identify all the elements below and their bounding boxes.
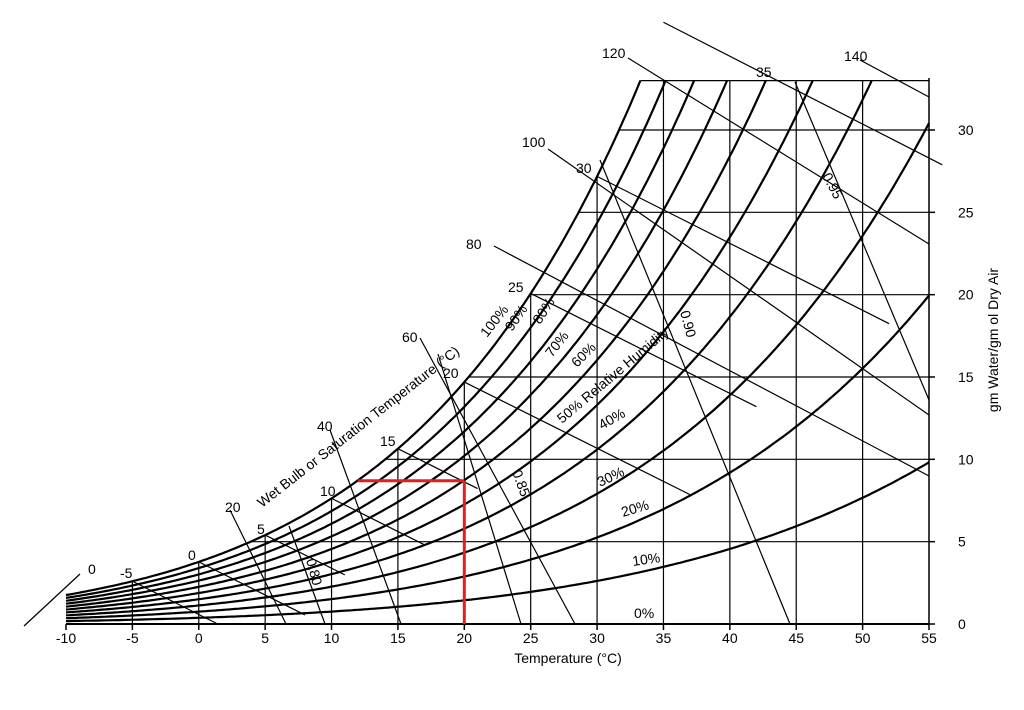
enthalpy-line — [493, 245, 930, 477]
x-tick-label: 10 — [324, 630, 340, 646]
rh-curve-90 — [65, 80, 667, 599]
specific-volume-line — [437, 353, 522, 625]
y-tick-label: 15 — [958, 369, 974, 385]
enthalpy-label: 0 — [88, 561, 96, 577]
wet-bulb-label: 20 — [443, 365, 459, 381]
wet-bulb-line — [530, 292, 757, 408]
rh-curve-10 — [66, 461, 930, 623]
wet-bulb-line — [464, 381, 691, 496]
x-tick-label: 15 — [390, 630, 406, 646]
rh-curve-50 — [65, 80, 814, 611]
enthalpy-label: 20 — [225, 499, 241, 515]
specific-volume-line — [288, 525, 326, 625]
relative-humidity-curves — [65, 80, 930, 623]
specific-volume-label: 0.85 — [509, 468, 533, 499]
chart-frame — [65, 78, 935, 630]
x-tick-label: 35 — [656, 630, 672, 646]
rh-label-10: 10% — [631, 549, 661, 569]
diagonal-lines — [23, 21, 943, 627]
specific-volume-line — [599, 159, 791, 625]
enthalpy-line — [627, 57, 930, 245]
x-tick-label: 50 — [855, 630, 871, 646]
rh-curve-60 — [65, 80, 767, 608]
enthalpy-label: 40 — [317, 418, 333, 434]
wet-bulb-label: 5 — [257, 521, 265, 537]
y-tick-label: 25 — [958, 204, 974, 220]
y-tick-label: 20 — [958, 287, 974, 303]
wet-bulb-label: 15 — [380, 433, 396, 449]
x-tick-label: 45 — [788, 630, 804, 646]
wet-bulb-line — [596, 175, 890, 325]
rh-label-20: 20% — [619, 496, 650, 519]
wet-bulb-label: 0 — [188, 547, 196, 563]
wet-bulb-label: -5 — [120, 565, 133, 581]
enthalpy-line — [859, 59, 930, 98]
x-tick-label: 0 — [195, 630, 203, 646]
enthalpy-line — [23, 573, 81, 627]
x-tick-label: -5 — [126, 630, 139, 646]
enthalpy-line — [419, 337, 576, 625]
enthalpy-label: 140 — [844, 48, 868, 64]
y-axis-label: gm Water/gm ol Dry Air — [985, 268, 1001, 413]
y-tick-label: 0 — [958, 616, 966, 632]
specific-volume-label: 0.80 — [303, 557, 326, 588]
enthalpy-line — [229, 509, 287, 625]
x-tick-label: 5 — [261, 630, 269, 646]
rh-curve-70 — [65, 80, 729, 605]
chart-labels: -10 -5 0 5 10 15 20 25 30 35 40 45 50 550510152025301… — [56, 45, 974, 646]
y-tick-label: 30 — [958, 122, 974, 138]
x-tick-label: 20 — [457, 630, 473, 646]
enthalpy-label: 60 — [402, 329, 418, 345]
x-axis-label: Temperature (°C) — [514, 650, 622, 666]
wet-bulb-line — [331, 497, 425, 546]
x-tick-label: 40 — [722, 630, 738, 646]
wet-bulb-line — [663, 21, 943, 166]
wet-bulb-line — [198, 561, 306, 616]
x-tick-label: 25 — [523, 630, 539, 646]
rh-curve-40 — [65, 80, 873, 614]
rh-label-80: 80% — [529, 294, 558, 326]
specific-volume-label: 0.95 — [819, 170, 846, 202]
enthalpy-line — [329, 429, 402, 625]
enthalpy-label: 120 — [602, 45, 626, 61]
wet-bulb-label: 25 — [508, 279, 524, 295]
x-tick-label: -10 — [56, 630, 76, 646]
wet-bulb-label: 30 — [576, 160, 592, 176]
enthalpy-label: 80 — [466, 236, 482, 252]
enthalpy-line — [547, 148, 930, 416]
rh-label-60: 60% — [568, 339, 599, 370]
x-tick-label: 30 — [589, 630, 605, 646]
rh-curve-30 — [65, 122, 930, 617]
rh-curve-100 — [65, 80, 642, 597]
y-tick-label: 10 — [958, 451, 974, 467]
specific-volume-line — [794, 81, 930, 401]
wet-bulb-line — [264, 534, 346, 576]
wet-bulb-axis-label: Wet Bulb or Saturation Temperature (°C) — [254, 343, 462, 511]
rh-curve-80 — [65, 80, 696, 602]
rh-curve-20 — [65, 294, 930, 620]
specific-volume-label: 0.90 — [677, 309, 700, 340]
y-tick-label: 5 — [958, 534, 966, 550]
enthalpy-label: 100 — [522, 134, 546, 150]
x-tick-label: 55 — [921, 630, 937, 646]
rh-label-0: 0% — [634, 605, 654, 621]
wet-bulb-label: 10 — [320, 483, 336, 499]
highlight-lines — [358, 479, 466, 624]
wet-bulb-line — [132, 580, 219, 625]
wet-bulb-label: 35 — [756, 64, 772, 80]
